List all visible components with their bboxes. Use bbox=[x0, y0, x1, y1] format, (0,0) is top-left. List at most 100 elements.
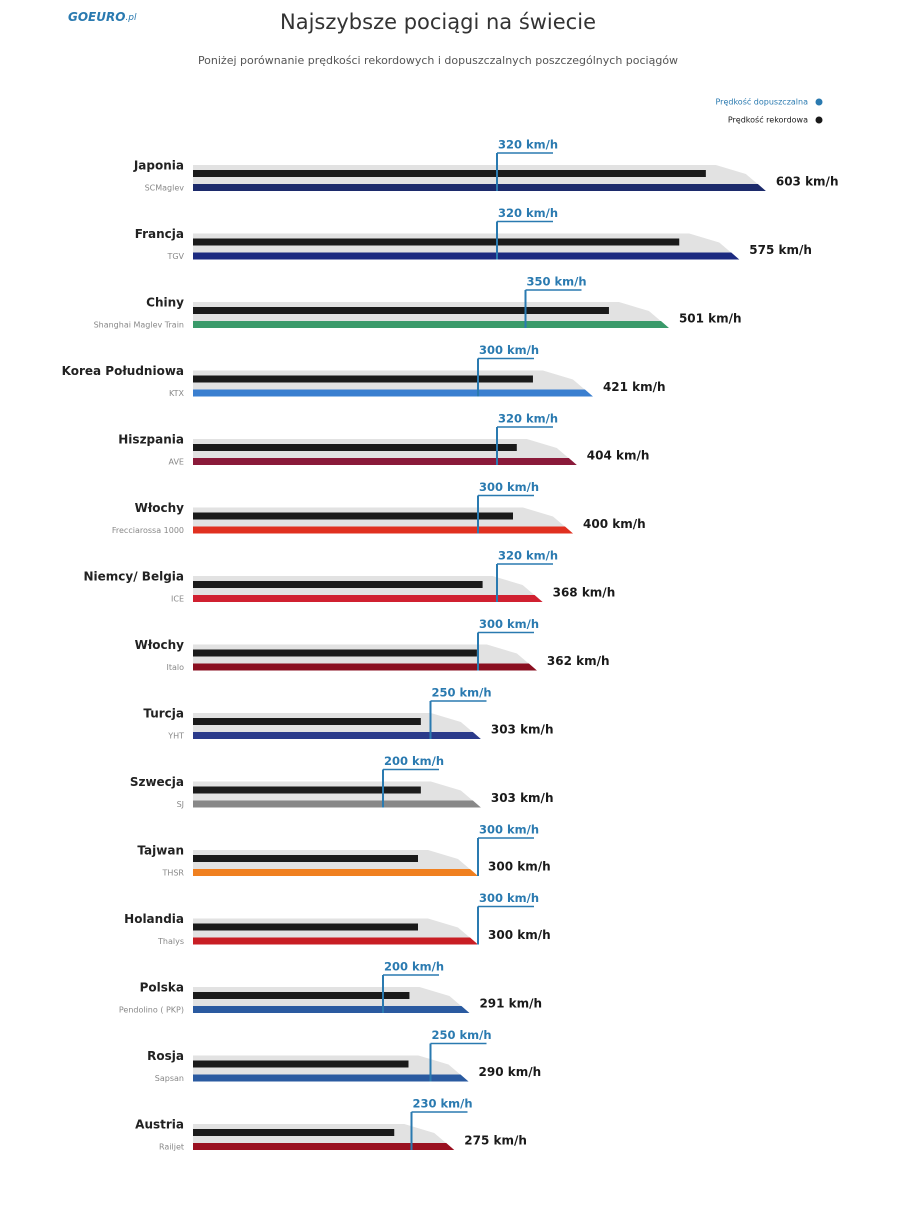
train-stripe bbox=[193, 1006, 470, 1013]
allowed-label: 350 km/h bbox=[527, 275, 587, 289]
country-label: Japonia bbox=[133, 159, 184, 173]
train-windows bbox=[193, 170, 706, 177]
legend-label: Prędkość rekordowa bbox=[728, 115, 808, 125]
train-windows bbox=[193, 786, 421, 794]
allowed-label: 320 km/h bbox=[498, 549, 558, 563]
train-row: Francja TGV 575 km/h 320 km/h bbox=[135, 206, 812, 261]
train-windows bbox=[193, 1060, 409, 1068]
record-label: 368 km/h bbox=[553, 586, 616, 600]
train-stripe bbox=[193, 1074, 469, 1082]
train-row: Włochy Frecciarossa 1000 400 km/h 300 km/h bbox=[112, 480, 646, 535]
record-label: 362 km/h bbox=[547, 654, 610, 668]
country-label: Niemcy/ Belgia bbox=[84, 570, 185, 584]
train-stripe bbox=[193, 252, 740, 260]
train-row: Niemcy/ Belgia ICE 368 km/h 320 km/h bbox=[84, 549, 616, 604]
train-row: Tajwan THSR 300 km/h 300 km/h bbox=[137, 823, 550, 878]
record-label: 275 km/h bbox=[464, 1134, 527, 1148]
train-stripe bbox=[193, 184, 766, 191]
logo-suffix: .pl bbox=[125, 13, 137, 23]
train-name: Pendolino ( PKP) bbox=[119, 1006, 184, 1015]
train-stripe bbox=[193, 321, 669, 328]
allowed-label: 250 km/h bbox=[432, 686, 492, 700]
allowed-label: 250 km/h bbox=[432, 1028, 492, 1042]
train-windows bbox=[193, 444, 517, 451]
record-label: 404 km/h bbox=[587, 449, 650, 463]
train-name: KTX bbox=[169, 389, 185, 398]
country-label: Włochy bbox=[135, 501, 185, 515]
legend-swatch bbox=[815, 98, 823, 106]
train-row: Holandia Thalys 300 km/h 300 km/h bbox=[124, 891, 550, 946]
train-stripe bbox=[193, 937, 478, 945]
train-stripe bbox=[193, 663, 537, 671]
country-label: Hiszpania bbox=[118, 433, 184, 447]
train-windows bbox=[193, 649, 477, 657]
train-stripe bbox=[193, 732, 481, 739]
allowed-label: 320 km/h bbox=[498, 206, 558, 220]
record-label: 400 km/h bbox=[583, 517, 646, 531]
train-name: Railjet bbox=[159, 1143, 184, 1152]
train-row: Polska Pendolino ( PKP) 291 km/h 200 km/h bbox=[119, 960, 542, 1015]
country-label: Chiny bbox=[146, 296, 184, 310]
train-name: SJ bbox=[177, 800, 184, 809]
train-stripe bbox=[193, 389, 593, 397]
train-windows bbox=[193, 238, 680, 246]
train-windows bbox=[193, 1129, 395, 1136]
train-windows bbox=[193, 923, 418, 931]
allowed-label: 320 km/h bbox=[498, 138, 558, 152]
legend: Prędkość dopuszczalna Prędkość rekordowa bbox=[715, 97, 823, 125]
allowed-label: 300 km/h bbox=[479, 823, 539, 837]
legend-swatch bbox=[815, 116, 823, 124]
record-label: 300 km/h bbox=[488, 860, 551, 874]
record-label: 303 km/h bbox=[491, 791, 554, 805]
country-label: Turcja bbox=[143, 707, 184, 721]
legend-label: Prędkość dopuszczalna bbox=[715, 97, 808, 107]
train-row: Szwecja SJ 303 km/h 200 km/h bbox=[130, 754, 554, 809]
allowed-label: 200 km/h bbox=[384, 754, 444, 768]
record-label: 303 km/h bbox=[491, 723, 554, 737]
logo: GOEURO.pl bbox=[68, 10, 137, 24]
country-label: Polska bbox=[140, 981, 184, 995]
country-label: Austria bbox=[135, 1118, 184, 1132]
train-windows bbox=[193, 307, 609, 314]
logo-brand: GOEURO bbox=[68, 10, 125, 24]
train-name: Thalys bbox=[157, 937, 184, 946]
train-name: YHT bbox=[167, 732, 184, 741]
country-label: Rosja bbox=[147, 1049, 184, 1063]
train-windows bbox=[193, 855, 418, 862]
train-stripe bbox=[193, 526, 573, 534]
train-name: ICE bbox=[171, 595, 184, 604]
train-name: TGV bbox=[166, 252, 184, 261]
record-label: 501 km/h bbox=[679, 312, 742, 326]
chart-subtitle: Poniżej porównanie prędkości rekordowych… bbox=[198, 54, 678, 67]
record-label: 300 km/h bbox=[488, 928, 551, 942]
train-windows bbox=[193, 992, 410, 999]
allowed-label: 300 km/h bbox=[479, 617, 539, 631]
train-row: Turcja YHT 303 km/h 250 km/h bbox=[143, 686, 553, 741]
allowed-label: 300 km/h bbox=[479, 343, 539, 357]
train-name: AVE bbox=[169, 458, 185, 467]
train-row: Korea Południowa KTX 421 km/h 300 km/h bbox=[62, 343, 666, 398]
record-label: 291 km/h bbox=[479, 997, 542, 1011]
train-row: Chiny Shanghai Maglev Train 501 km/h 350 km… bbox=[94, 275, 742, 330]
train-name: Italo bbox=[166, 663, 184, 672]
chart-title: Najszybsze pociągi na świecie bbox=[280, 10, 596, 34]
train-name: SCMaglev bbox=[145, 184, 185, 193]
train-stripe bbox=[193, 458, 577, 465]
country-label: Korea Południowa bbox=[62, 364, 184, 378]
train-windows bbox=[193, 581, 483, 588]
record-label: 603 km/h bbox=[776, 175, 839, 189]
record-label: 290 km/h bbox=[479, 1065, 542, 1079]
train-name: Shanghai Maglev Train bbox=[94, 321, 184, 330]
country-label: Francja bbox=[135, 227, 184, 241]
train-row: Hiszpania AVE 404 km/h 320 km/h bbox=[118, 412, 649, 467]
allowed-label: 200 km/h bbox=[384, 960, 444, 974]
train-row: Austria Railjet 275 km/h 230 km/h bbox=[135, 1097, 527, 1152]
train-row: Japonia SCMaglev 603 km/h 320 km/h bbox=[133, 138, 839, 193]
train-stripe bbox=[193, 800, 481, 808]
country-label: Tajwan bbox=[137, 844, 184, 858]
country-label: Szwecja bbox=[130, 775, 184, 789]
country-label: Holandia bbox=[124, 912, 184, 926]
train-windows bbox=[193, 512, 513, 520]
train-row: Włochy Italo 362 km/h 300 km/h bbox=[135, 617, 610, 672]
